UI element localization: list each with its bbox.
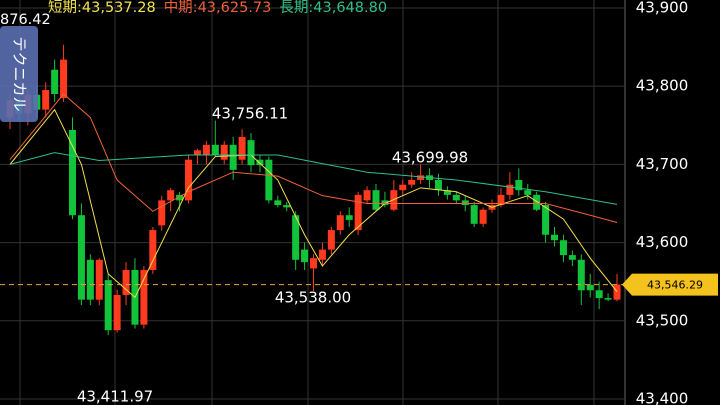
candle-body <box>345 215 353 220</box>
legend-value: 43,648.80 <box>313 0 387 16</box>
candle-body <box>408 180 416 185</box>
y-tick-label: 43,600 <box>636 233 689 251</box>
last-price-label: 43,546.29 <box>647 279 703 292</box>
candle-body <box>595 290 603 299</box>
legend: 短期:43,537.28 中期:43,625.73 長期:43,648.80 <box>48 0 387 16</box>
legend-value: 43,625.73 <box>198 0 272 16</box>
candle-body <box>256 159 264 166</box>
candle-body <box>283 205 291 208</box>
candle-body <box>515 180 523 191</box>
legend-value: 43,537.28 <box>82 0 156 16</box>
candle-body <box>524 190 532 195</box>
candle-body <box>42 90 50 110</box>
candle-body <box>60 59 68 98</box>
candle-body <box>247 140 255 166</box>
candle-body <box>443 190 451 195</box>
candle-body <box>318 249 326 260</box>
candle-body <box>372 190 380 210</box>
last-price-tag <box>622 273 718 296</box>
price-annotation: 43,538.00 <box>275 289 351 307</box>
candle-body <box>542 205 550 235</box>
candle-body <box>95 259 103 300</box>
y-tick-label: 43,400 <box>636 389 689 405</box>
side-tab <box>0 26 38 122</box>
candle-body <box>452 194 460 201</box>
candle-body <box>220 144 228 160</box>
legend-name: 短期: <box>48 0 82 16</box>
candle-body <box>176 194 184 201</box>
candle-body <box>577 259 585 291</box>
candle-body <box>568 255 576 260</box>
candle-body <box>336 215 344 231</box>
y-tick-label: 43,500 <box>636 311 689 329</box>
candle-body <box>158 200 166 226</box>
side-tab-label: テクニカル <box>11 36 29 111</box>
candle-body <box>104 280 112 331</box>
candle-body <box>461 200 469 206</box>
candle-body <box>193 150 201 155</box>
y-tick-label: 43,800 <box>636 77 689 95</box>
candle-body <box>122 269 130 295</box>
candle-body <box>140 269 148 325</box>
candle-body <box>202 144 210 155</box>
candle-body <box>434 180 442 191</box>
y-tick-label: 43,900 <box>636 0 689 16</box>
candle-body <box>551 234 559 241</box>
candle-body <box>185 159 193 201</box>
candle-body <box>327 230 335 250</box>
candle-body <box>113 294 121 331</box>
candle-body <box>310 258 317 269</box>
candle-body <box>586 284 594 291</box>
price-annotation: 43,756.11 <box>212 105 288 123</box>
candle-body <box>470 205 478 224</box>
candle-body <box>238 137 246 160</box>
candle-body <box>229 144 237 170</box>
moving-average-line <box>9 108 618 299</box>
candle-body <box>301 249 309 263</box>
candle-body <box>417 175 425 181</box>
candle-body <box>559 240 567 256</box>
candle-body <box>354 194 362 231</box>
legend-name: 長期: <box>279 0 313 16</box>
candle-body <box>149 230 157 270</box>
candle-body <box>533 194 541 210</box>
candle-body <box>167 190 175 201</box>
legend-name: 中期: <box>164 0 198 16</box>
candle-body <box>604 298 612 300</box>
candle-body <box>613 284 621 300</box>
candle-body <box>479 209 487 224</box>
candle-body <box>86 259 94 300</box>
candle-body <box>77 215 85 300</box>
candle-body <box>292 215 300 260</box>
candle-body <box>265 159 273 201</box>
moving-average-line <box>9 93 618 223</box>
moving-average-line <box>9 152 618 205</box>
candle-body <box>381 200 389 206</box>
candle-body <box>211 144 219 155</box>
price-annotation: 43,699.98 <box>392 149 468 167</box>
candle-body <box>68 129 76 216</box>
candle-body <box>51 69 59 94</box>
candle-body <box>506 184 514 195</box>
candle-body <box>497 194 505 206</box>
candle-body <box>363 190 371 201</box>
top-label: 876.42 <box>0 12 51 28</box>
price-annotation: 43,411.97 <box>77 388 153 405</box>
candle-body <box>399 184 407 191</box>
candle-body <box>274 200 282 206</box>
y-tick-label: 43,700 <box>636 155 689 173</box>
